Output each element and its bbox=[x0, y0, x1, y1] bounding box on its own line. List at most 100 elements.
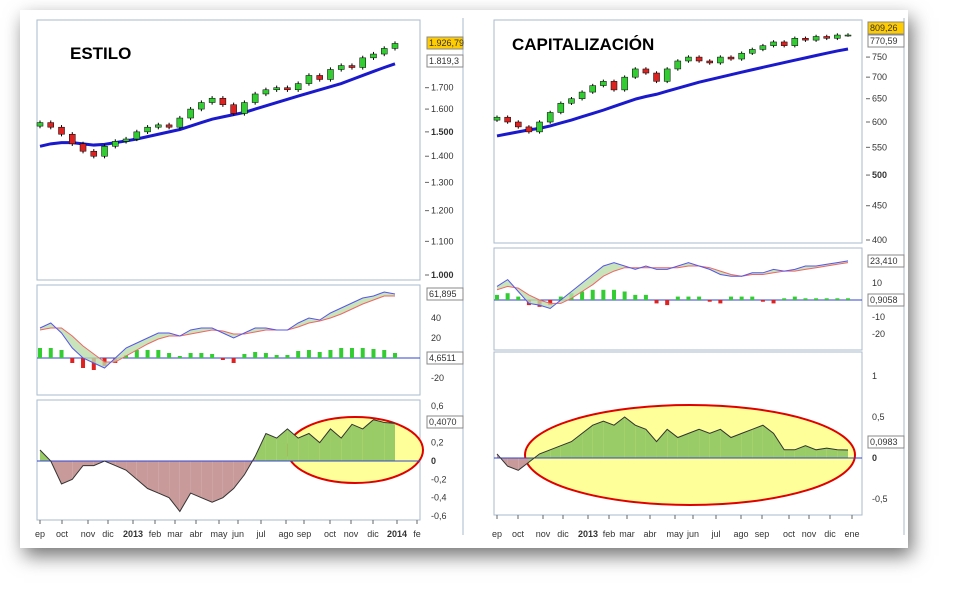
macd-line-label-box bbox=[867, 254, 905, 268]
macd-histogram-bar bbox=[814, 298, 819, 300]
macd-tick-label: -20 bbox=[872, 329, 885, 339]
oscillator-area bbox=[351, 424, 363, 461]
macd-histogram-bar bbox=[38, 348, 42, 358]
macd-histogram-bar bbox=[199, 353, 204, 358]
macd-histogram-bar bbox=[231, 358, 236, 363]
macd-histogram-bar bbox=[371, 349, 376, 358]
oscillator-area bbox=[592, 421, 604, 458]
candle bbox=[36, 122, 44, 127]
x-tick-label: may bbox=[666, 529, 684, 539]
oscillator-area bbox=[667, 429, 678, 458]
x-tick-label: ago bbox=[733, 529, 748, 539]
candle bbox=[90, 150, 98, 157]
candle bbox=[176, 117, 184, 128]
x-tick-label: dic bbox=[367, 529, 379, 539]
x-tick-label: jul bbox=[255, 529, 265, 539]
candle bbox=[557, 102, 565, 113]
oscillator-area bbox=[384, 422, 395, 461]
candle bbox=[327, 69, 334, 80]
macd-histogram-bar bbox=[91, 358, 96, 370]
macd-histogram-bar bbox=[622, 291, 627, 300]
price-tick-label: 1.100 bbox=[431, 236, 454, 246]
macd-histogram-bar bbox=[188, 353, 193, 358]
macd-line bbox=[39, 291, 396, 369]
candle bbox=[589, 85, 596, 93]
moving-average-line bbox=[496, 47, 849, 138]
oscillator-area bbox=[158, 461, 170, 498]
macd-histogram-bar bbox=[707, 300, 712, 302]
ma-value-label: 770,59 bbox=[870, 36, 898, 46]
candle bbox=[359, 57, 366, 68]
x-tick-label: oct bbox=[324, 529, 337, 539]
oscillator-area bbox=[784, 449, 795, 458]
x-tick-label: abr bbox=[189, 529, 202, 539]
oscillator-area bbox=[115, 461, 127, 471]
candle bbox=[834, 34, 841, 39]
macd-histogram-bar bbox=[296, 351, 301, 358]
candle bbox=[165, 124, 173, 128]
macd-histogram-bar bbox=[739, 296, 744, 300]
oscillator-area bbox=[826, 448, 838, 458]
oscillator-area bbox=[83, 461, 94, 466]
candle bbox=[600, 81, 607, 86]
oscillator-tick-label: 0,5 bbox=[872, 412, 885, 422]
candle bbox=[780, 41, 788, 46]
macd-histogram-bar bbox=[643, 294, 648, 300]
x-tick-label: ago bbox=[278, 529, 293, 539]
candle bbox=[525, 126, 533, 133]
macd-histogram-bar bbox=[382, 350, 387, 358]
candle bbox=[674, 60, 682, 70]
candle bbox=[685, 56, 692, 62]
oscillator-area bbox=[190, 461, 202, 498]
macd-histogram-bar bbox=[210, 354, 215, 358]
macd-histogram-bar bbox=[846, 298, 850, 300]
candle bbox=[294, 83, 302, 91]
oscillator-area bbox=[645, 429, 657, 458]
candle bbox=[316, 75, 323, 80]
candle bbox=[58, 126, 65, 135]
macd-histogram-bar bbox=[601, 289, 606, 300]
oscillator-area bbox=[373, 419, 385, 461]
candle bbox=[546, 112, 554, 123]
x-tick-label: ep bbox=[492, 529, 502, 539]
candle bbox=[749, 49, 756, 54]
macd-tick-label: -20 bbox=[431, 373, 444, 383]
candle bbox=[515, 121, 522, 128]
macd-histogram-bar bbox=[253, 352, 258, 358]
macd-histogram-bar bbox=[274, 355, 279, 358]
oscillator-tick-label: 0 bbox=[431, 456, 436, 466]
oscillator-area bbox=[201, 461, 213, 503]
x-tick-label: abr bbox=[643, 529, 656, 539]
oscillator-area bbox=[699, 429, 710, 458]
macd-histogram-bar bbox=[686, 296, 691, 300]
oscillator-tick-label: -0,2 bbox=[431, 474, 447, 484]
oscillator-tick-label: 0,2 bbox=[431, 438, 444, 448]
x-tick-label: dic bbox=[824, 529, 836, 539]
pane-border-1 bbox=[493, 247, 863, 351]
macd-histogram-bar bbox=[285, 355, 290, 358]
macd-histogram-bar bbox=[590, 289, 595, 300]
candle bbox=[348, 65, 356, 68]
candle bbox=[47, 122, 55, 128]
candle bbox=[653, 72, 660, 82]
oscillator-area bbox=[308, 433, 320, 461]
price-tick-label: 1.600 bbox=[431, 104, 454, 114]
pane-border-1 bbox=[36, 284, 421, 396]
ma-value-label-box bbox=[426, 54, 464, 68]
ma-value-label-box bbox=[867, 34, 905, 48]
macd-histogram-bar bbox=[548, 300, 553, 306]
candle bbox=[69, 133, 76, 145]
oscillator-area bbox=[319, 428, 331, 461]
oscillator-area bbox=[816, 448, 827, 458]
macd-histogram-bar bbox=[393, 353, 397, 358]
x-tick-label: nov bbox=[536, 529, 551, 539]
candle bbox=[101, 146, 108, 157]
x-tick-label: oct bbox=[512, 529, 525, 539]
oscillator-area bbox=[720, 429, 731, 458]
macd-histogram-bar bbox=[81, 358, 86, 368]
candle bbox=[144, 126, 151, 133]
price-tick-label: 450 bbox=[872, 201, 887, 211]
oscillator-area bbox=[72, 461, 84, 480]
macd-fill bbox=[40, 292, 395, 368]
candle bbox=[241, 102, 248, 114]
